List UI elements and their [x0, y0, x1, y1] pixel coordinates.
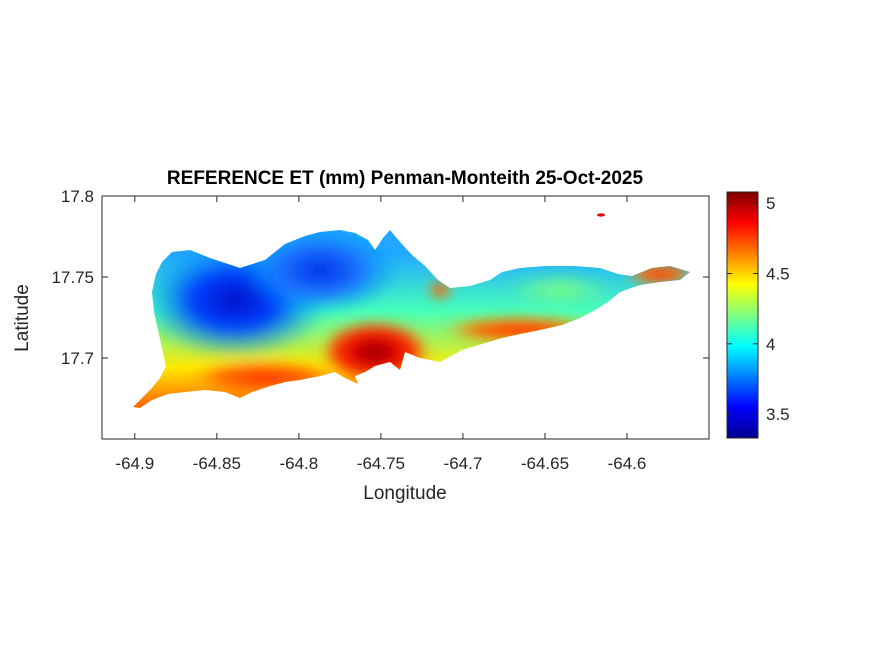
x-tick-label: -64.8: [279, 454, 318, 473]
colorbar-ticks: 3.5 4 4.5 5: [727, 194, 790, 424]
x-axis: -64.9 -64.85 -64.8 -64.75 -64.7 -64.65 -64.6: [115, 196, 646, 473]
y-tick-label: 17.7: [61, 349, 94, 368]
y-tick-label: 17.75: [51, 268, 94, 287]
colorbar-scale: [726, 191, 759, 439]
x-axis-label: Longitude: [363, 483, 446, 504]
x-tick-label: -64.7: [444, 454, 483, 473]
x-tick-label: -64.75: [357, 454, 405, 473]
y-axis-label: Latitude: [12, 284, 33, 352]
chart-title: REFERENCE ET (mm) Penman-Monteith 25-Oct…: [167, 168, 644, 189]
x-tick-label: -64.65: [521, 454, 569, 473]
y-tick-label: 17.8: [61, 187, 94, 206]
colorbar-tick-label: 5: [766, 194, 775, 213]
colorbar-tick-label: 3.5: [766, 405, 790, 424]
x-tick-label: -64.85: [193, 454, 241, 473]
mid-et-east-plateau: [505, 272, 615, 308]
y-axis: 17.7 17.75 17.8: [51, 187, 709, 368]
offshore-cay: [597, 213, 605, 217]
colorbar-tick-label: 4.5: [766, 265, 790, 284]
x-tick-label: -64.6: [608, 454, 647, 473]
high-et-north-spot: [428, 281, 452, 299]
colorbar: 3.5 4 4.5 5: [726, 191, 790, 439]
x-tick-label: -64.9: [115, 454, 154, 473]
colorbar-tick-label: 4: [766, 335, 775, 354]
